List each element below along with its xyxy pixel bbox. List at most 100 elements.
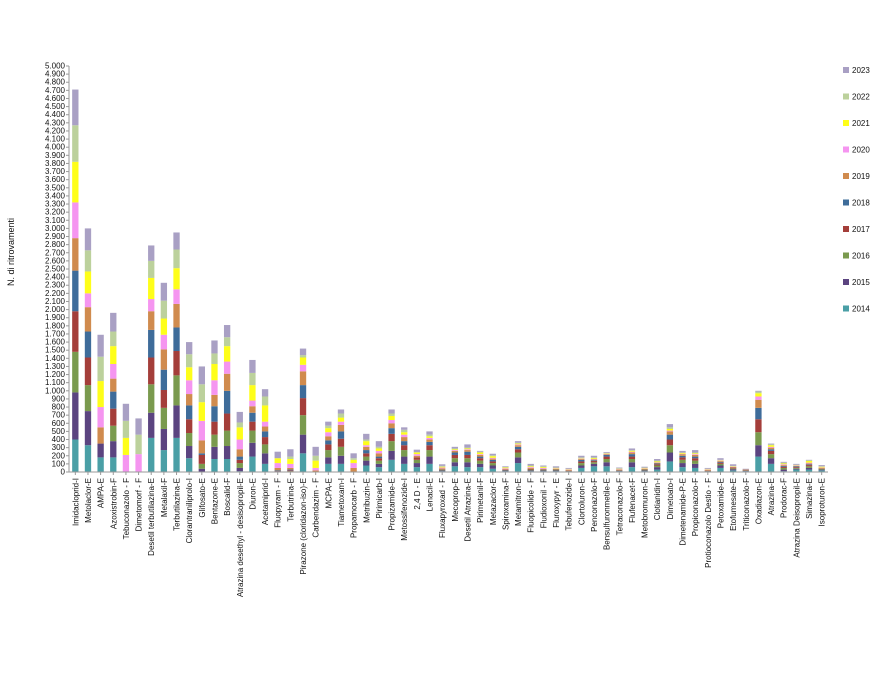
bar-segment-2022	[199, 384, 205, 402]
bar-segment-2017	[793, 467, 799, 468]
x-tick-label: Metamitron-E	[514, 478, 523, 526]
bar-stack	[781, 462, 787, 472]
bar-segment-2018	[806, 464, 812, 465]
bar-segment-2022	[528, 466, 534, 467]
bar-stack	[110, 313, 116, 472]
bar-segment-2015	[249, 443, 255, 457]
bar-segment-2014	[85, 445, 91, 472]
bar-segment-2019	[275, 468, 281, 470]
bar-segment-2023	[249, 360, 255, 373]
x-tick-label: 2,4 D - E	[413, 478, 422, 510]
bar-segment-2017	[426, 445, 432, 450]
bar-segment-2016	[629, 459, 635, 462]
bar-segment-2018	[667, 435, 673, 440]
bar-segment-2021	[490, 456, 496, 458]
bar-segment-2021	[123, 438, 129, 455]
bar-segment-2023	[502, 466, 508, 467]
bar-segment-2015	[426, 457, 432, 464]
bar-stack	[148, 245, 154, 472]
bar-segment-2016	[679, 460, 685, 463]
x-tick-label: Tebuconazolo - F	[122, 478, 131, 539]
bar-segment-2017	[148, 358, 154, 385]
y-tick-label: 3.300	[45, 200, 66, 209]
x-tick-label: AMPA-E	[97, 478, 106, 508]
bar-stack	[199, 366, 205, 472]
bar-stack	[186, 342, 192, 472]
bar-segment-2014	[211, 459, 217, 472]
bar-segment-2021	[110, 346, 116, 364]
bar-segment-2015	[224, 446, 230, 459]
legend-item-2017: 2017	[843, 225, 870, 234]
x-tick-label: Atrazina-E	[767, 478, 776, 515]
bar-segment-2023	[135, 418, 141, 434]
bar-segment-2023	[629, 448, 635, 450]
bar-segment-2020	[262, 422, 268, 427]
bar-segment-2019	[211, 395, 217, 406]
bar-segment-2018	[490, 460, 496, 462]
bar-segment-2022	[300, 355, 306, 357]
bar-segment-2019	[477, 455, 483, 457]
bar-stack	[629, 448, 635, 472]
bar-segment-2019	[781, 465, 787, 466]
bar-segment-2020	[72, 202, 78, 238]
bar-segment-2017	[452, 455, 458, 458]
bar-stack	[388, 409, 394, 472]
bar-stack	[237, 412, 243, 472]
bar-segment-2023	[654, 459, 660, 461]
bar-segment-2022	[173, 250, 179, 269]
bar-segment-2023	[85, 228, 91, 250]
bar-segment-2014	[692, 468, 698, 472]
x-tick-label: Oxadiazon-E	[754, 478, 763, 524]
legend-label: 2016	[852, 252, 870, 261]
legend-swatch	[843, 94, 849, 100]
bar-segment-2015	[540, 470, 546, 471]
bar-segment-2023	[313, 447, 319, 456]
bar-segment-2021	[249, 385, 255, 400]
bar-segment-2018	[237, 457, 243, 460]
legend-label: 2014	[852, 305, 870, 314]
bar-segment-2022	[287, 457, 293, 459]
y-tick-label: 3.900	[45, 151, 66, 160]
bar-segment-2018	[300, 385, 306, 398]
bar-segment-2020	[629, 452, 635, 453]
bar-stack	[249, 360, 255, 472]
x-tick-label: Clorantraniliprolo-I	[185, 478, 194, 543]
bar-segment-2022	[85, 250, 91, 271]
bar-stack	[262, 389, 268, 472]
x-tick-label: Metribuzin-E	[362, 478, 371, 523]
y-tick-label: 1.800	[45, 321, 66, 330]
bar-segment-2015	[401, 457, 407, 464]
bar-stack	[502, 466, 508, 472]
y-tick-label: 1.200	[45, 370, 66, 379]
bar-segment-2022	[123, 421, 129, 438]
bar-segment-2021	[667, 429, 673, 431]
bar-segment-2015	[388, 451, 394, 460]
y-tick-label: 900	[52, 394, 66, 403]
bar-segment-2019	[199, 440, 205, 453]
bar-segment-2018	[148, 330, 154, 358]
bar-segment-2021	[401, 432, 407, 434]
bar-segment-2021	[591, 458, 597, 459]
bar-segment-2018	[578, 460, 584, 462]
bar-segment-2020	[540, 468, 546, 469]
bar-segment-2019	[97, 427, 103, 443]
bar-stack	[287, 449, 293, 472]
bar-segment-2017	[629, 457, 635, 459]
y-tick-label: 5.000	[45, 62, 66, 71]
bar-segment-2020	[173, 289, 179, 304]
bar-segment-2014	[578, 468, 584, 472]
bar-segment-2017	[338, 439, 344, 447]
legend-swatch	[843, 253, 849, 259]
bar-stack	[363, 434, 369, 472]
bar-segment-2017	[401, 445, 407, 450]
bar-segment-2014	[401, 464, 407, 472]
x-tick-label: Penconazolo-F	[590, 478, 599, 532]
bar-segment-2022	[401, 430, 407, 432]
bar-segment-2016	[578, 463, 584, 465]
bar-segment-2016	[667, 445, 673, 452]
bar-segment-2019	[262, 427, 268, 432]
legend-label: 2023	[852, 66, 870, 75]
bar-segment-2019	[717, 461, 723, 462]
bar-stack	[464, 444, 470, 472]
bar-segment-2019	[350, 468, 356, 472]
